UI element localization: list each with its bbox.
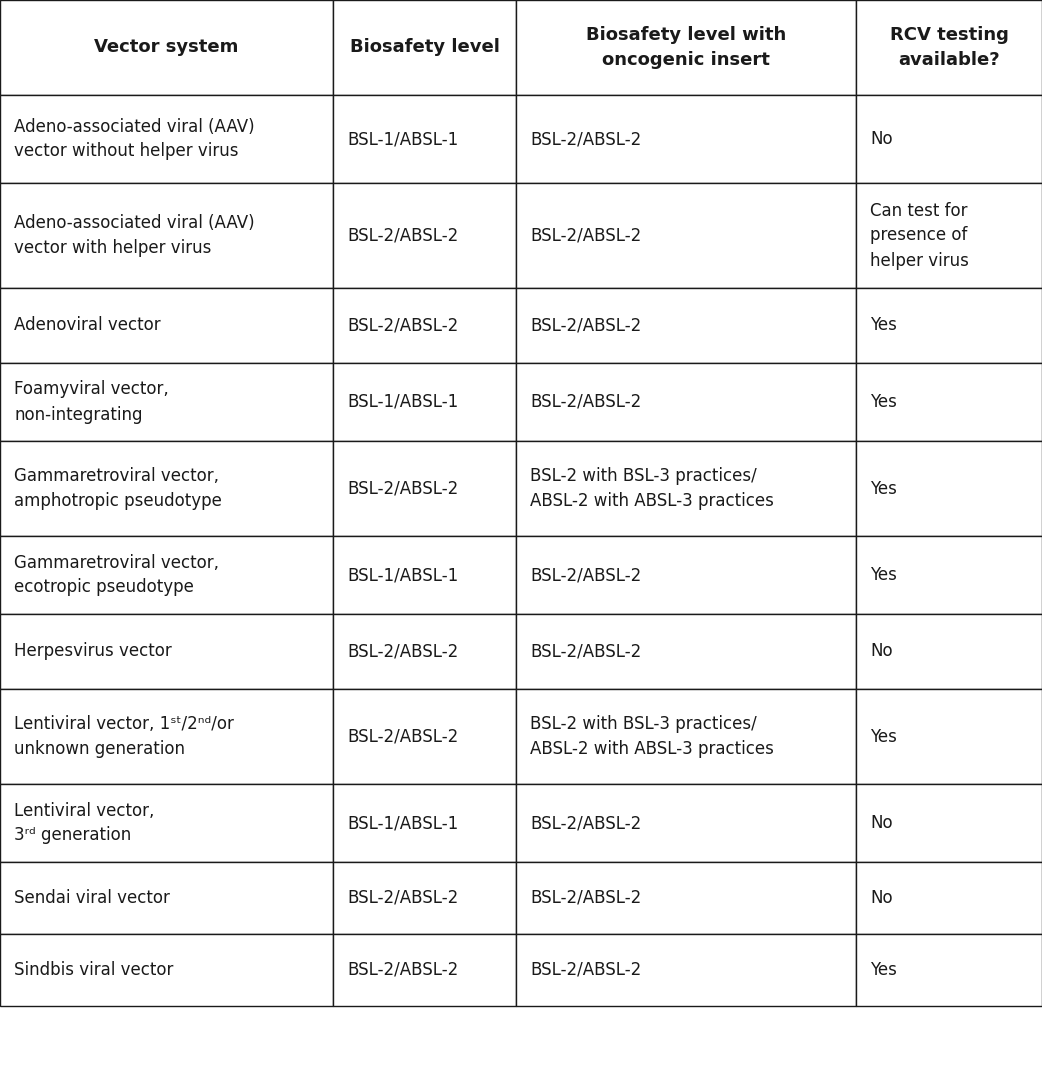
Text: BSL-2 with BSL-3 practices/
ABSL-2 with ABSL-3 practices: BSL-2 with BSL-3 practices/ ABSL-2 with … [530, 715, 774, 758]
Text: BSL-2/ABSL-2: BSL-2/ABSL-2 [530, 393, 641, 411]
Text: BSL-1/ABSL-1: BSL-1/ABSL-1 [347, 814, 458, 832]
Bar [855, 288, 1042, 363]
Text: No: No [870, 889, 893, 907]
Text: BSL-2/ABSL-2: BSL-2/ABSL-2 [347, 227, 458, 244]
Text: Sindbis viral vector: Sindbis viral vector [14, 961, 173, 978]
Text: RCV testing
available?: RCV testing available? [890, 26, 1009, 69]
Text: No: No [870, 814, 893, 832]
Text: BSL-2/ABSL-2: BSL-2/ABSL-2 [530, 566, 641, 584]
Text: Adeno-associated viral (AAV)
vector without helper virus: Adeno-associated viral (AAV) vector with… [14, 118, 254, 161]
Bar [333, 934, 516, 1005]
Bar [855, 0, 1042, 95]
Text: Lentiviral vector, 1ˢᵗ/2ⁿᵈ/or
unknown generation: Lentiviral vector, 1ˢᵗ/2ⁿᵈ/or unknown ge… [14, 715, 233, 758]
Bar [333, 0, 516, 95]
Bar [855, 536, 1042, 615]
Bar [0, 615, 333, 689]
Text: No: No [870, 643, 893, 661]
Bar [516, 288, 855, 363]
Bar [855, 934, 1042, 1005]
Bar [0, 183, 333, 288]
Text: BSL-2/ABSL-2: BSL-2/ABSL-2 [530, 814, 641, 832]
Bar [855, 862, 1042, 934]
Text: BSL-2/ABSL-2: BSL-2/ABSL-2 [530, 961, 641, 978]
Text: BSL-2/ABSL-2: BSL-2/ABSL-2 [347, 316, 458, 335]
Bar [516, 689, 855, 784]
Text: BSL-2/ABSL-2: BSL-2/ABSL-2 [347, 961, 458, 978]
Text: Yes: Yes [870, 728, 897, 745]
Bar [516, 536, 855, 615]
Bar [855, 784, 1042, 862]
Text: BSL-2/ABSL-2: BSL-2/ABSL-2 [347, 728, 458, 745]
Bar [333, 363, 516, 441]
Text: BSL-2/ABSL-2: BSL-2/ABSL-2 [530, 130, 641, 148]
Text: Foamyviral vector,
non-integrating: Foamyviral vector, non-integrating [14, 380, 169, 423]
Text: Biosafety level with
oncogenic insert: Biosafety level with oncogenic insert [586, 26, 786, 69]
Bar [333, 183, 516, 288]
Bar [333, 288, 516, 363]
Bar [333, 536, 516, 615]
Bar [333, 615, 516, 689]
Text: BSL-2/ABSL-2: BSL-2/ABSL-2 [530, 889, 641, 907]
Bar [516, 0, 855, 95]
Bar [333, 441, 516, 536]
Bar [0, 784, 333, 862]
Bar [855, 441, 1042, 536]
Bar [333, 784, 516, 862]
Text: Sendai viral vector: Sendai viral vector [14, 889, 170, 907]
Bar [516, 934, 855, 1005]
Text: BSL-2/ABSL-2: BSL-2/ABSL-2 [347, 643, 458, 661]
Text: Yes: Yes [870, 566, 897, 584]
Text: Can test for
presence of
helper virus: Can test for presence of helper virus [870, 202, 969, 270]
Text: BSL-2/ABSL-2: BSL-2/ABSL-2 [347, 480, 458, 498]
Bar [0, 536, 333, 615]
Text: BSL-2/ABSL-2: BSL-2/ABSL-2 [347, 889, 458, 907]
Text: Gammaretroviral vector,
amphotropic pseudotype: Gammaretroviral vector, amphotropic pseu… [14, 467, 222, 510]
Bar [0, 862, 333, 934]
Text: Adenoviral vector: Adenoviral vector [14, 316, 160, 335]
Text: Gammaretroviral vector,
ecotropic pseudotype: Gammaretroviral vector, ecotropic pseudo… [14, 553, 219, 596]
Text: Vector system: Vector system [95, 39, 239, 56]
Bar [0, 689, 333, 784]
Text: BSL-2/ABSL-2: BSL-2/ABSL-2 [530, 227, 641, 244]
Bar [855, 95, 1042, 183]
Bar [855, 363, 1042, 441]
Text: Yes: Yes [870, 480, 897, 498]
Text: Yes: Yes [870, 961, 897, 978]
Bar [0, 288, 333, 363]
Text: Yes: Yes [870, 393, 897, 411]
Bar [516, 95, 855, 183]
Text: BSL-1/ABSL-1: BSL-1/ABSL-1 [347, 130, 458, 148]
Bar [516, 441, 855, 536]
Bar [516, 862, 855, 934]
Text: Herpesvirus vector: Herpesvirus vector [14, 643, 172, 661]
Bar [0, 363, 333, 441]
Bar [0, 95, 333, 183]
Text: No: No [870, 130, 893, 148]
Text: Lentiviral vector,
3ʳᵈ generation: Lentiviral vector, 3ʳᵈ generation [14, 801, 154, 845]
Bar [0, 441, 333, 536]
Bar [0, 0, 333, 95]
Text: Yes: Yes [870, 316, 897, 335]
Text: BSL-2/ABSL-2: BSL-2/ABSL-2 [530, 643, 641, 661]
Bar [516, 784, 855, 862]
Bar [855, 689, 1042, 784]
Bar [516, 183, 855, 288]
Bar [855, 615, 1042, 689]
Text: BSL-2/ABSL-2: BSL-2/ABSL-2 [530, 316, 641, 335]
Bar [516, 363, 855, 441]
Bar [855, 183, 1042, 288]
Bar [0, 934, 333, 1005]
Text: BSL-2 with BSL-3 practices/
ABSL-2 with ABSL-3 practices: BSL-2 with BSL-3 practices/ ABSL-2 with … [530, 467, 774, 510]
Text: Adeno-associated viral (AAV)
vector with helper virus: Adeno-associated viral (AAV) vector with… [14, 214, 254, 257]
Text: BSL-1/ABSL-1: BSL-1/ABSL-1 [347, 393, 458, 411]
Bar [516, 615, 855, 689]
Bar [333, 689, 516, 784]
Text: BSL-1/ABSL-1: BSL-1/ABSL-1 [347, 566, 458, 584]
Bar [333, 95, 516, 183]
Text: Biosafety level: Biosafety level [349, 39, 499, 56]
Bar [333, 862, 516, 934]
